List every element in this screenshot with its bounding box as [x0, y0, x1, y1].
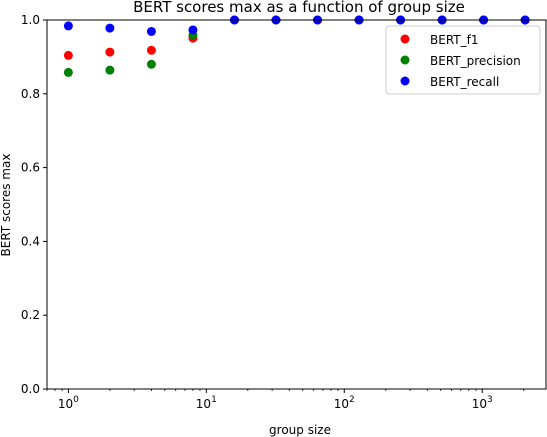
y-tick-label: 0.4 — [21, 234, 40, 248]
data-point-BERT_precision — [105, 65, 115, 75]
legend-label: BERT_recall — [430, 75, 499, 89]
y-tick-label: 0.8 — [21, 87, 40, 101]
x-tick-exponent: 1 — [211, 395, 217, 405]
x-tick-base: 10 — [58, 397, 73, 411]
data-point-BERT_recall — [105, 23, 115, 33]
y-tick-label: 0.2 — [21, 308, 40, 322]
x-tick-exponent: 3 — [487, 395, 493, 405]
data-point-BERT_recall — [188, 25, 198, 35]
x-tick-base: 10 — [196, 397, 211, 411]
x-tick-label: 102 — [334, 395, 355, 411]
legend-marker — [400, 55, 410, 65]
x-axis-label: group size — [269, 423, 331, 437]
legend-box — [385, 25, 541, 95]
x-tick-label: 103 — [472, 395, 493, 411]
plot-frame — [46, 19, 547, 390]
chart-title: BERT scores max as a function of group s… — [133, 0, 465, 16]
legend-marker — [400, 76, 410, 86]
x-tick-label: 101 — [196, 395, 217, 411]
data-point-BERT_recall — [63, 21, 73, 31]
data-point-BERT_precision — [146, 59, 156, 69]
legend-marker — [400, 34, 410, 44]
data-point-BERT_recall — [146, 26, 156, 36]
y-tick-label: 0.6 — [21, 161, 40, 175]
data-point-BERT_f1 — [105, 47, 115, 57]
data-point-BERT_f1 — [146, 45, 156, 55]
legend-label: BERT_f1 — [430, 33, 478, 47]
y-tick-label: 0.0 — [21, 382, 40, 396]
x-tick-exponent: 0 — [73, 395, 79, 405]
x-tick-base: 10 — [472, 397, 487, 411]
x-tick-base: 10 — [334, 397, 349, 411]
legend-label: BERT_precision — [430, 54, 521, 68]
data-point-BERT_precision — [63, 67, 73, 77]
legend: BERT_f1 BERT_precision BERT_recall — [385, 25, 541, 95]
y-axis-label: BERT scores max — [0, 154, 13, 257]
x-tick-exponent: 2 — [349, 395, 355, 405]
y-tick-label: 1.0 — [21, 13, 40, 27]
x-tick-label: 100 — [58, 395, 79, 411]
data-point-BERT_f1 — [63, 50, 73, 60]
